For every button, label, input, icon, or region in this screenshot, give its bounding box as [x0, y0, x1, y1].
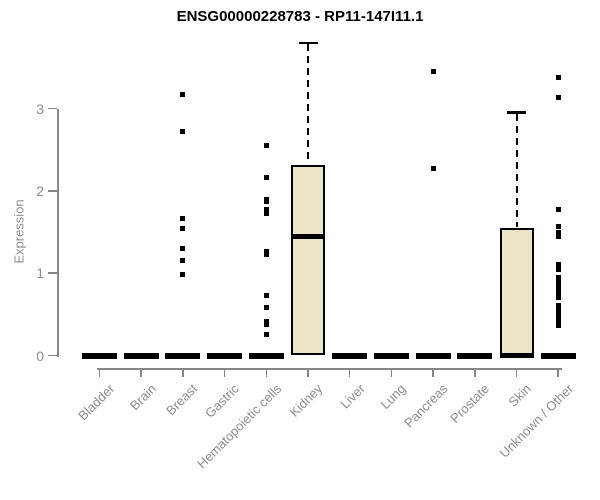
y-tick	[48, 190, 57, 192]
outlier-point	[555, 307, 561, 313]
outlier-point	[555, 317, 561, 323]
outlier-point	[180, 129, 186, 135]
outlier-point	[555, 274, 561, 280]
y-axis-label: Expression	[11, 199, 27, 264]
outlier-point	[263, 305, 269, 311]
x-tick-label-text: Brain	[126, 381, 159, 414]
median-line	[291, 234, 325, 240]
outlier-point	[263, 175, 269, 181]
x-tick-label-text: Unknown / Other	[496, 381, 576, 461]
x-tick	[557, 368, 559, 377]
y-tick	[48, 107, 57, 110]
x-tick	[265, 368, 268, 377]
x-tick-label-text: Breast	[163, 381, 201, 419]
boxplot-zero-bar	[165, 352, 201, 359]
x-tick-label-text: Kidney	[286, 381, 326, 420]
outlier-point	[180, 246, 186, 251]
outlier-point	[263, 143, 269, 149]
boxplot-zero-bar	[123, 352, 159, 359]
y-tick-label: 3	[36, 100, 44, 117]
x-tick	[515, 368, 518, 377]
y-tick-label: 2	[36, 182, 44, 199]
x-tick	[348, 368, 351, 377]
y-tick-label: 1	[36, 265, 44, 282]
outlier-point	[180, 92, 186, 98]
box-iqr	[499, 227, 534, 356]
outlier-point	[263, 251, 269, 257]
outlier-point	[263, 207, 269, 213]
outlier-point	[430, 166, 436, 172]
x-tick-label-text: Pancreas	[401, 381, 451, 431]
y-tick	[48, 354, 57, 357]
boxplot-zero-bar	[248, 352, 284, 359]
outlier-point	[555, 279, 561, 285]
x-tick	[98, 368, 101, 377]
chart-title: ENSG00000228783 - RP11-147I11.1	[176, 8, 424, 25]
outlier-point	[180, 257, 186, 263]
outlier-point	[555, 302, 561, 308]
whisker-line	[307, 43, 309, 165]
median-line	[499, 353, 534, 358]
whisker-line	[515, 113, 518, 227]
x-tick	[474, 368, 476, 377]
outlier-point	[430, 69, 436, 75]
boxplot-zero-bar	[207, 352, 243, 359]
x-tick-label-text: Gastric	[202, 381, 243, 421]
x-tick-label-text: Liver	[336, 381, 368, 412]
outlier-point	[555, 234, 561, 240]
outlier-point	[263, 292, 269, 298]
boxplot-zero-bar	[332, 352, 368, 359]
boxplot-zero-bar	[373, 352, 409, 359]
x-tick	[307, 368, 309, 377]
outlier-point	[555, 312, 561, 318]
boxplot-zero-bar	[415, 352, 451, 359]
outlier-point	[180, 216, 186, 222]
outlier-point	[555, 206, 561, 212]
boxplot-zero-bar	[540, 352, 576, 359]
outlier-point	[555, 267, 561, 273]
outlier-point	[555, 294, 561, 300]
x-tick-label-text: Skin	[505, 381, 535, 410]
outlier-point	[263, 210, 269, 216]
x-tick	[223, 368, 226, 377]
outlier-point	[555, 262, 561, 268]
whisker-cap	[298, 41, 318, 44]
x-tick	[140, 368, 142, 377]
outlier-point	[263, 321, 269, 327]
boxplot-zero-bar	[82, 352, 117, 359]
whisker-cap	[507, 111, 526, 114]
outlier-point	[180, 226, 186, 232]
y-axis-line	[57, 108, 59, 357]
outlier-point	[555, 223, 561, 229]
y-tick-label: 0	[36, 347, 44, 364]
box-iqr	[291, 165, 325, 356]
outlier-point	[555, 94, 561, 100]
outlier-point	[263, 331, 269, 337]
x-tick-label-text: Prostate	[447, 381, 493, 426]
x-axis-line	[97, 368, 562, 370]
outlier-point	[263, 199, 269, 205]
y-tick	[48, 272, 57, 274]
outlier-point	[555, 322, 561, 328]
outlier-point	[555, 229, 561, 235]
x-tick	[182, 368, 184, 377]
outlier-point	[180, 271, 186, 277]
x-tick-label-text: Bladder	[74, 381, 118, 424]
outlier-point	[555, 74, 561, 80]
x-tick-label-text: Lung	[377, 381, 409, 413]
x-tick	[432, 368, 434, 377]
outlier-point	[555, 289, 561, 295]
outlier-point	[555, 284, 561, 290]
boxplot-zero-bar	[457, 352, 493, 359]
x-tick	[390, 368, 393, 377]
